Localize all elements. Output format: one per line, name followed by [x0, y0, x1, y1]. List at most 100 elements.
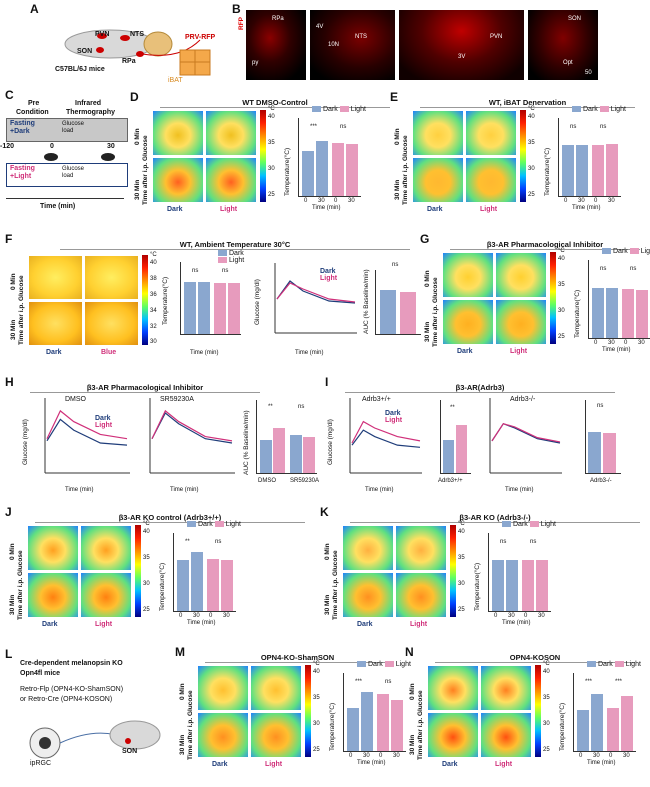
xt-g-c: 0 [624, 340, 628, 346]
axis-i-auc-ko [585, 400, 621, 474]
col-label-n-light: Light [495, 761, 513, 768]
thermo-m-light-30 [250, 712, 302, 758]
label-l-iprgc: ipRGC [30, 760, 52, 767]
thermo-f-light-0 [84, 255, 139, 300]
legend-f-glucose: Dark Light [320, 268, 338, 282]
micrograph-son [528, 10, 598, 80]
cbar-n-1: 35 [543, 695, 550, 701]
title-f: WT, Ambient Temperature 30°C [60, 240, 410, 250]
label-h-sr: SR59230A [160, 396, 194, 403]
cbar-e-0: 40 [528, 114, 535, 120]
cbar-n-3: 25 [543, 747, 550, 753]
thermo-f-dark-30 [28, 301, 83, 346]
xt-e-c: 0 [594, 198, 598, 204]
row-label-k-30: 30 Min [324, 594, 331, 615]
row-label-k-after: Time after i.p. Glucose [332, 550, 339, 620]
col-label-k-dark: Dark [357, 621, 373, 628]
xt-e-d: 30 [608, 198, 615, 204]
sig-d-1: *** [310, 124, 318, 130]
thermo-d-dark-30 [152, 157, 204, 203]
title-m: OPN4-KO-ShamSON [205, 653, 390, 663]
ylabel-f-glucose: Glucose (mg/dl) [254, 279, 261, 325]
sig-j-2: ns [215, 539, 222, 545]
xlabel-i-wt: Adrb3+/+ [438, 478, 463, 484]
bar-n-1 [591, 694, 603, 751]
xlabel-f-temp: Time (min) [190, 350, 219, 356]
thermo-k-light-30 [395, 572, 447, 618]
sig-k-2: ns [530, 539, 537, 545]
sig-h-1: ** [268, 404, 273, 410]
col-label-m-dark: Dark [212, 761, 228, 768]
sig-g-1: ns [600, 266, 607, 272]
legend-k: Dark Light [502, 521, 556, 528]
xlabel-h-2: Time (min) [170, 487, 199, 493]
cbar-f-40: 40 [150, 260, 157, 266]
xt-j-a: 0 [179, 613, 183, 619]
xlabel-h-sr: SR59230A [290, 478, 320, 484]
label-b-pvn: PVN [490, 34, 503, 40]
ylabel-m: Temperature(°C) [329, 702, 336, 751]
col-label-f-blue: Blue [101, 349, 117, 356]
label-pvn: PVN [95, 31, 110, 38]
xlabel-i-1: Time (min) [365, 487, 394, 493]
bar-k-1 [506, 560, 518, 611]
thermo-k-dark-30 [342, 572, 394, 618]
cbar-d-0: 40 [268, 114, 275, 120]
xt-k-d: 30 [538, 613, 545, 619]
xt-k-b: 30 [508, 613, 515, 619]
sig-m-1: *** [355, 679, 363, 685]
thermo-d-light-30 [205, 157, 257, 203]
bar-i-auc-ko-dark [588, 432, 601, 473]
legend-j: Dark Light [187, 521, 241, 528]
axis-d [298, 118, 361, 197]
cbar-d-1: 35 [268, 140, 275, 146]
row-label-m-after: Time after i.p. Glucose [187, 690, 194, 760]
cbar-f-30: 30 [150, 339, 157, 345]
panel-letter-c: C [5, 88, 14, 102]
panel-letter-h: H [5, 375, 14, 389]
thermo-j-light-30 [80, 572, 132, 618]
label-thermography: Thermography [66, 109, 116, 116]
xt-j-c: 0 [209, 613, 213, 619]
legend-m: Dark Light [357, 661, 411, 668]
label-l-1: Cre-dependent melanopsin KO [20, 660, 123, 667]
legend-h: Dark Light [95, 415, 113, 429]
ylabel-j: Temperature(°C) [159, 562, 166, 611]
cbar-k-1: 35 [458, 555, 465, 561]
label-fasting-dark: Fasting +Dark [10, 120, 35, 135]
label-b-4v: 4V [316, 24, 324, 30]
legend-g: Dark Light [602, 248, 650, 255]
sig-m-2: ns [385, 679, 392, 685]
bar-f-auc-dark [380, 290, 396, 334]
bar-e-2 [592, 145, 604, 196]
label-t0: 0 [50, 143, 54, 150]
panel-letter-i: I [325, 375, 329, 389]
xlabel-f-glucose: Time (min) [295, 350, 324, 356]
cbar-unit-g: °C [558, 248, 565, 254]
label-h-dmso: DMSO [65, 396, 86, 403]
bar-m-3 [391, 700, 403, 751]
micrograph-nts [310, 10, 395, 80]
thermo-g-light-0 [495, 252, 547, 298]
xt-e-a: 0 [564, 198, 568, 204]
label-rpa: RPa [122, 58, 136, 65]
mouse-icon-1 [44, 153, 58, 161]
sig-i-2: ns [597, 403, 604, 409]
label-b-rpa: RPa [272, 16, 284, 22]
xlabel-i-2: Time (min) [505, 487, 534, 493]
bar-k-0 [492, 560, 504, 611]
label-b-opt: Opt [563, 60, 573, 66]
label-t30: 30 [107, 143, 115, 150]
thermo-m-light-0 [250, 665, 302, 711]
label-prv: PRV-RFP [185, 34, 216, 41]
axis-m [343, 673, 406, 752]
protocol-light-bar [6, 163, 128, 187]
cbar-k-0: 40 [458, 529, 465, 535]
thermo-m-dark-30 [197, 712, 249, 758]
ylabel-f-auc: AUC (% Baseline/min) [363, 269, 370, 334]
thermo-g-dark-30 [442, 299, 494, 345]
thermo-n-dark-30 [427, 712, 479, 758]
cbar-m-2: 30 [313, 721, 320, 727]
cbar-e-3: 25 [528, 192, 535, 198]
legend-f: Dark Light [218, 250, 244, 264]
